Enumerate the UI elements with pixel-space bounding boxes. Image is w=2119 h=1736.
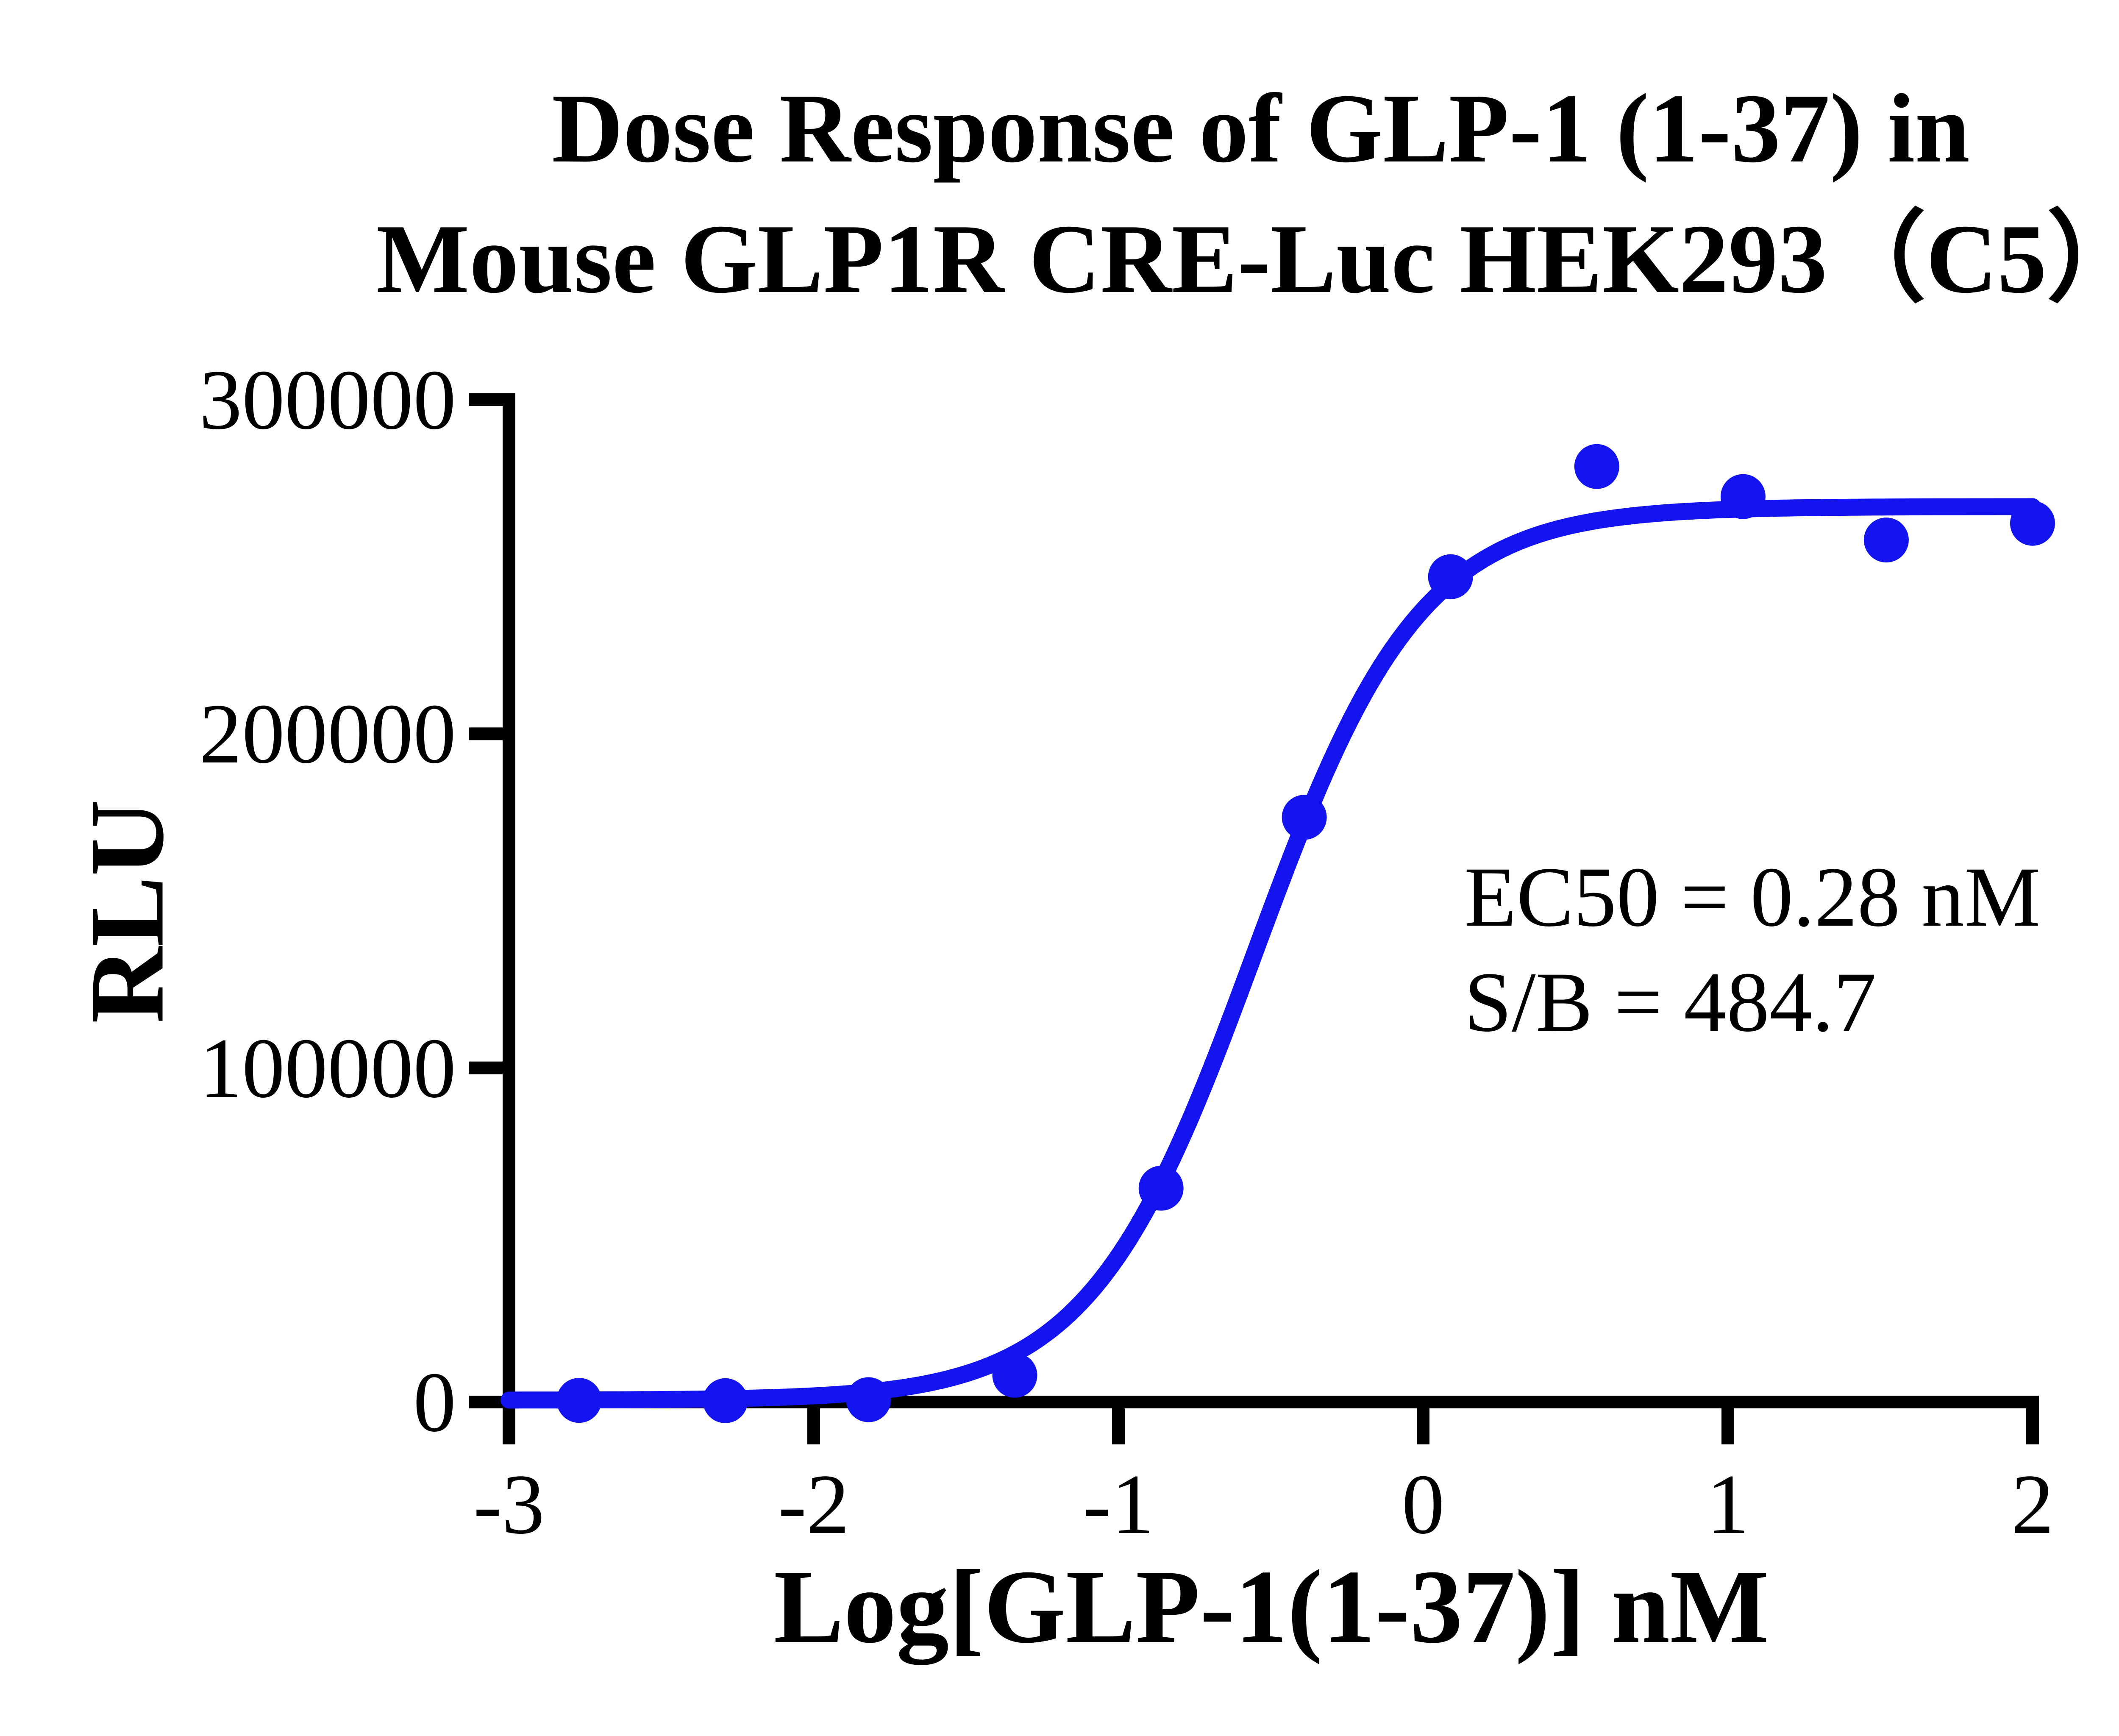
data-point [1863, 517, 1909, 563]
fit-curve [501, 498, 2041, 1409]
chart-title-line2: Mouse GLP1R CRE-Luc HEK293（C5） [376, 204, 2119, 314]
data-point [1428, 554, 1473, 599]
y-tick-label: 0 [413, 1355, 456, 1449]
data-point [1574, 444, 1619, 489]
data-point [2010, 501, 2055, 546]
data-point [556, 1378, 602, 1423]
signal-to-background-text: S/B = 484.7 [1464, 954, 1877, 1050]
x-tick-label: 0 [1402, 1457, 1445, 1552]
data-point [992, 1352, 1037, 1398]
x-axis-title: Log[GLP-1(1-37)] nM [773, 1548, 1769, 1665]
data-point [1138, 1166, 1184, 1211]
y-tick-label: 200000 [199, 686, 456, 782]
chart-title: Dose Response of GLP-1 (1-37) in Mouse G… [275, 64, 2119, 324]
ec50-value-text: EC50 = 0.28 nM [1464, 849, 2041, 944]
data-point [846, 1377, 891, 1422]
x-tick-label: 2 [2011, 1457, 2054, 1552]
chart-title-line1: Dose Response of GLP-1 (1-37) in [552, 74, 1970, 183]
data-point [703, 1378, 748, 1423]
fit-annotation: EC50 = 0.28 nM S/B = 484.7 [1464, 844, 2041, 1055]
y-tick-label: 100000 [199, 1020, 456, 1116]
x-tick-label: -2 [778, 1457, 850, 1552]
data-point [1282, 795, 1327, 840]
data-point [1720, 474, 1766, 519]
x-tick-label: -1 [1082, 1457, 1154, 1552]
y-tick-label: 300000 [199, 352, 456, 447]
x-tick-label: -3 [473, 1457, 545, 1552]
x-tick-label: 1 [1706, 1457, 1749, 1552]
y-axis-title: RLU [68, 799, 186, 1024]
